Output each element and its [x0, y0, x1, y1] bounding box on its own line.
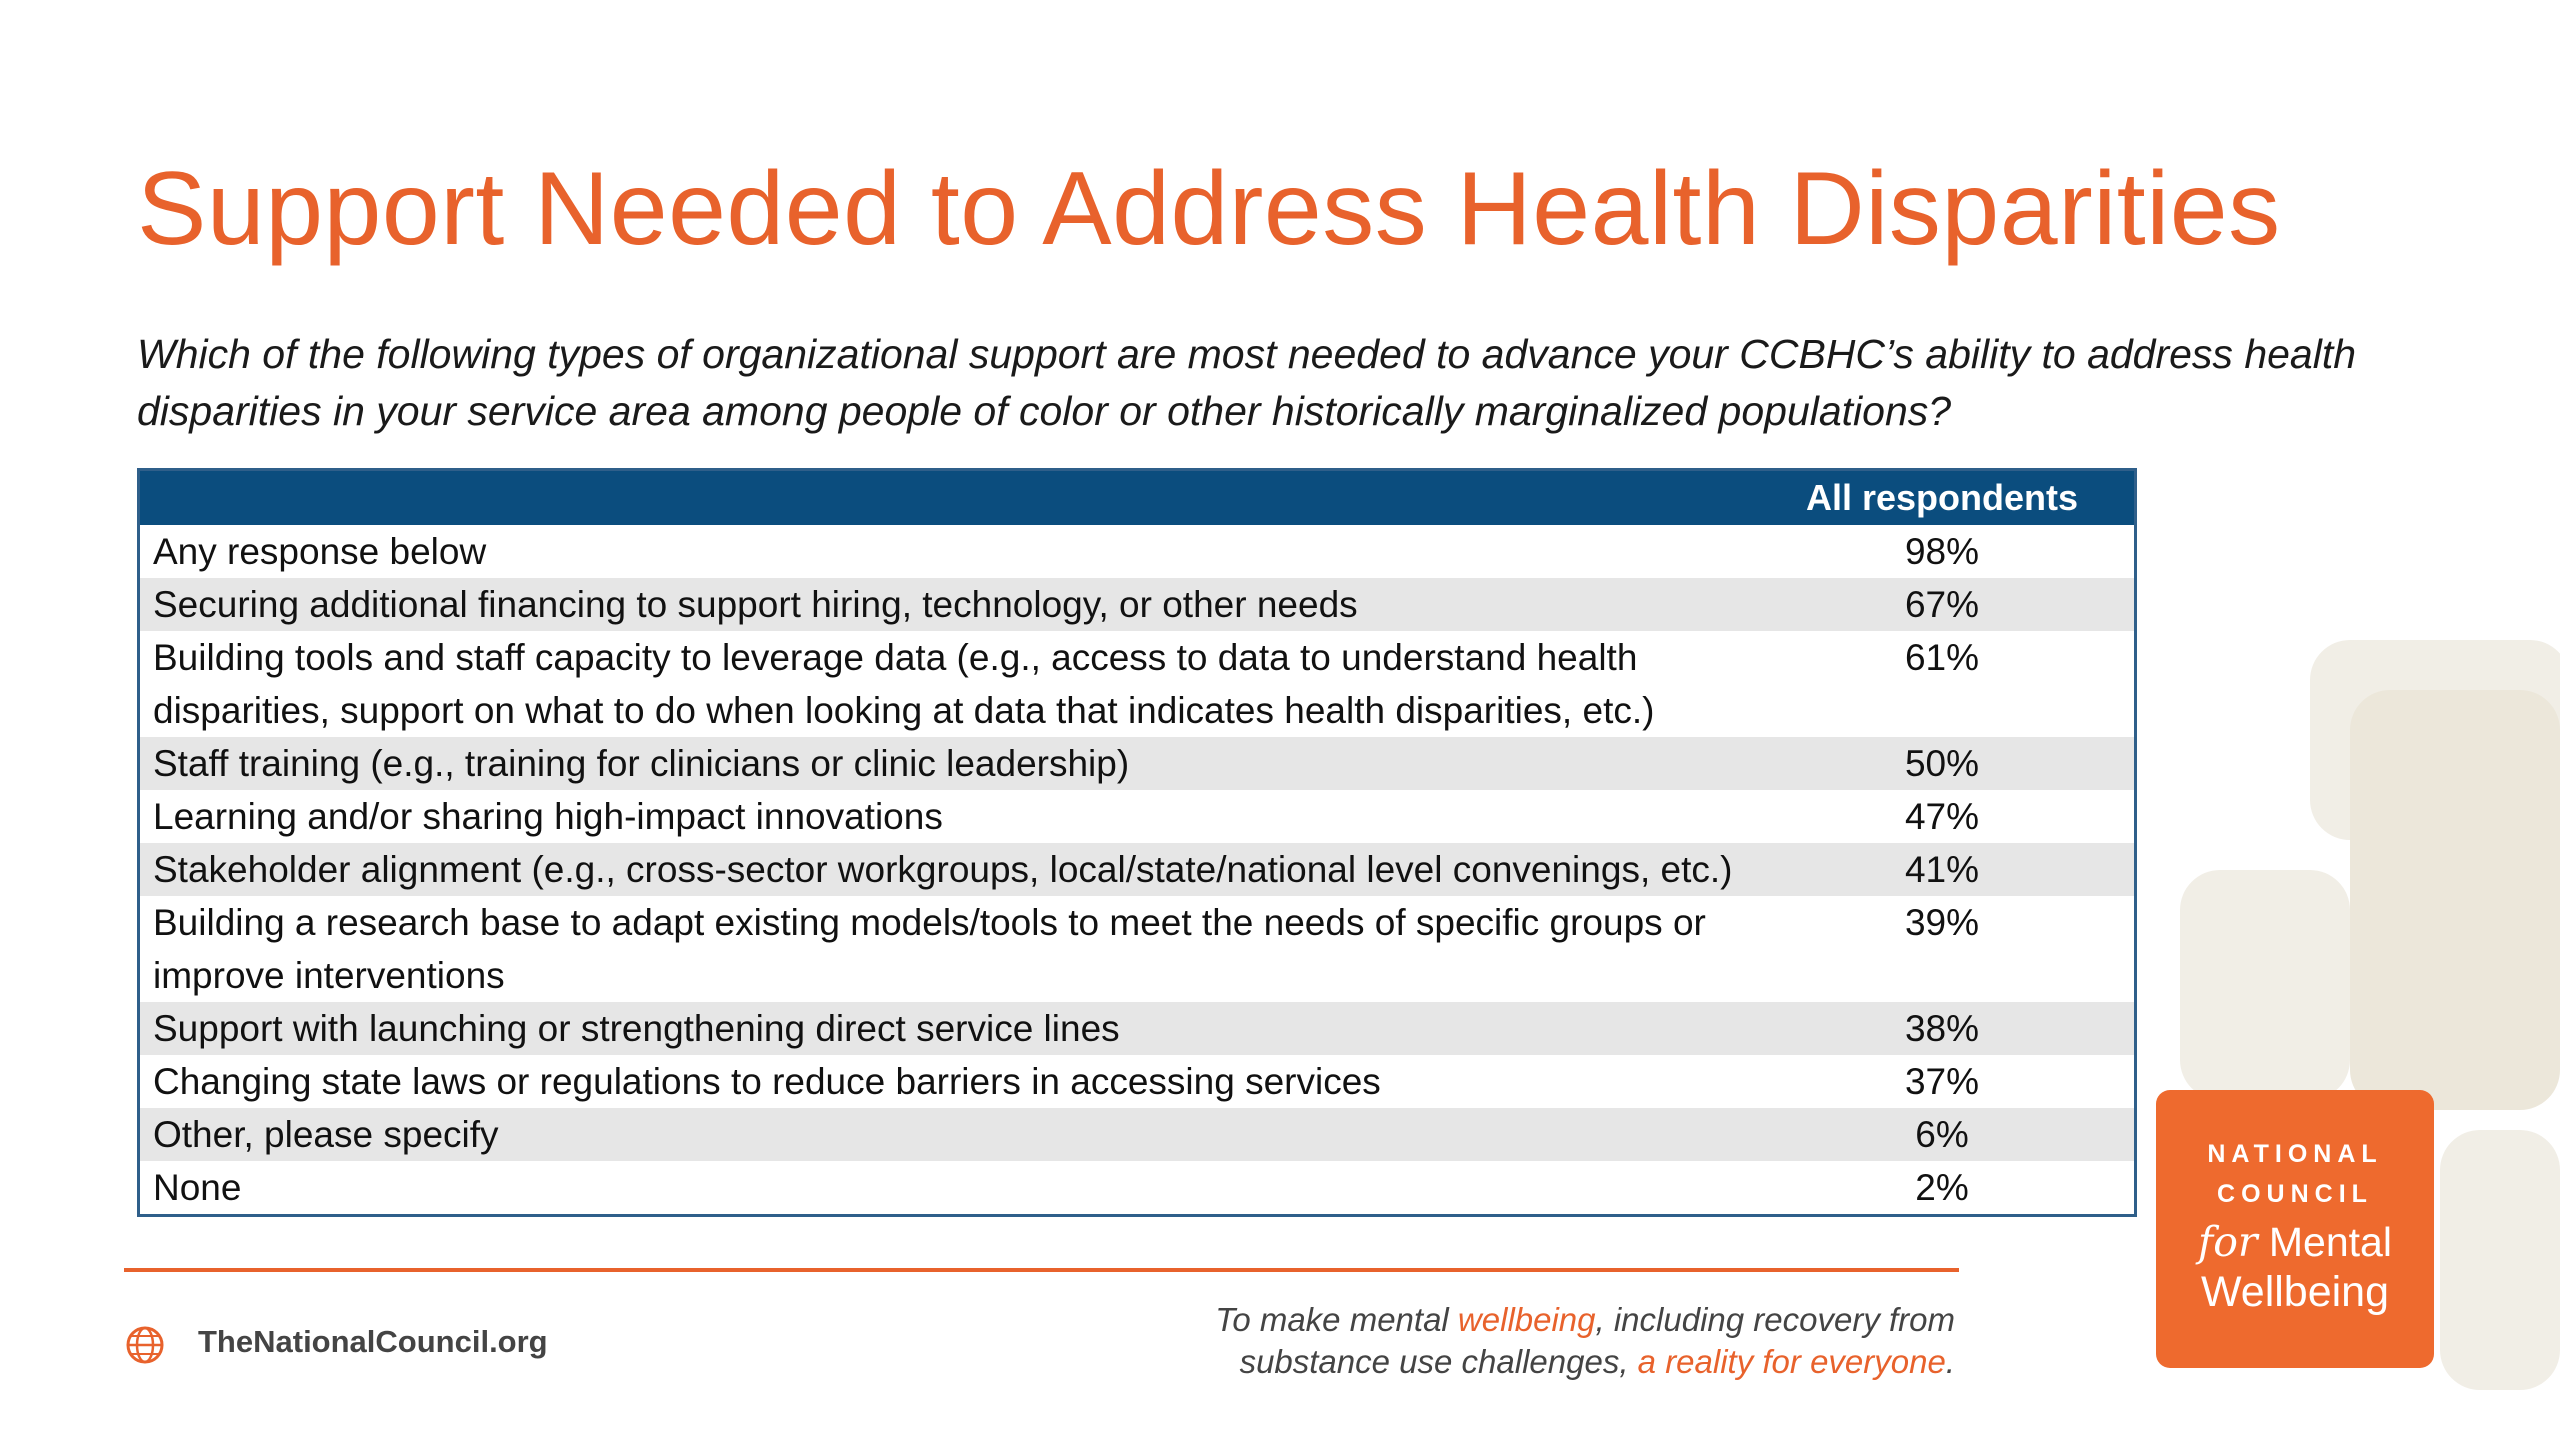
row-label: Staff training (e.g., training for clini…	[153, 743, 1130, 784]
footer-divider	[124, 1268, 1959, 1272]
page-title: Support Needed to Address Health Dispari…	[137, 151, 2281, 267]
logo-line: for Mental	[2156, 1218, 2434, 1266]
row-value: 98%	[1904, 531, 1980, 572]
row-label: Securing additional financing to support…	[153, 584, 1358, 625]
tagline: To make mental wellbeing, including reco…	[1150, 1299, 1955, 1383]
table-row: Learning and/or sharing high-impact inno…	[140, 790, 2134, 843]
tagline-text: , including recovery from substance use …	[1239, 1301, 1955, 1380]
table-row: Staff training (e.g., training for clini…	[140, 737, 2134, 790]
row-label: None	[153, 1167, 242, 1208]
table-row: Building tools and staff capacity to lev…	[140, 631, 2134, 737]
row-label: Support with launching or strengthening …	[153, 1008, 1120, 1049]
logo-for: for	[2198, 1218, 2258, 1266]
table-body: Any response below 98% Securing additional…	[140, 525, 2134, 1214]
table-row: Securing additional financing to support…	[140, 578, 2134, 631]
table-row: None 2%	[140, 1161, 2134, 1214]
row-label: Changing state laws or regulations to re…	[153, 1061, 1381, 1102]
row-label: Any response below	[153, 531, 487, 572]
website-link[interactable]: TheNationalCouncil.org	[198, 1324, 548, 1359]
tagline-highlight: a reality for everyone	[1637, 1343, 1946, 1380]
row-value: 67%	[1904, 584, 1980, 625]
row-label: Stakeholder alignment (e.g., cross-secto…	[153, 849, 1733, 890]
table-row: Any response below 98%	[140, 525, 2134, 578]
table-row: Other, please specify 6%	[140, 1108, 2134, 1161]
tagline-highlight: wellbeing	[1457, 1301, 1596, 1338]
background-decoration	[2180, 870, 2350, 1100]
row-label: Building a research base to adapt existi…	[153, 902, 1706, 996]
row-value: 2%	[1915, 1167, 1969, 1208]
table-row: Changing state laws or regulations to re…	[140, 1055, 2134, 1108]
row-value: 38%	[1904, 1008, 1980, 1049]
row-value: 37%	[1904, 1061, 1980, 1102]
logo-line: COUNCIL	[2217, 1180, 2373, 1208]
column-header: All respondents	[1805, 477, 2079, 518]
row-value: 39%	[1904, 902, 1980, 943]
tagline-text: .	[1945, 1343, 1955, 1380]
row-label: Other, please specify	[153, 1114, 499, 1155]
logo-line: Wellbeing	[2200, 1268, 2390, 1316]
results-table: All respondents Any response below 98% Sec…	[137, 468, 2137, 1217]
logo-line: NATIONAL	[2207, 1140, 2383, 1168]
table-row: Stakeholder alignment (e.g., cross-secto…	[140, 843, 2134, 896]
tagline-text: To make mental	[1215, 1301, 1458, 1338]
row-value: 61%	[1904, 637, 1980, 678]
table-row: Support with launching or strengthening …	[140, 1002, 2134, 1055]
table-row: Building a research base to adapt existi…	[140, 896, 2134, 1002]
row-label: Building tools and staff capacity to lev…	[153, 637, 1655, 731]
survey-question: Which of the following types of organiza…	[137, 331, 2357, 434]
row-value: 47%	[1904, 796, 1980, 837]
globe-icon	[126, 1326, 164, 1364]
row-value: 6%	[1915, 1114, 1969, 1155]
background-decoration	[2350, 690, 2560, 1110]
logo-mental: Mental	[2257, 1219, 2392, 1265]
row-value: 50%	[1904, 743, 1980, 784]
row-value: 41%	[1904, 849, 1980, 890]
row-label: Learning and/or sharing high-impact inno…	[153, 796, 943, 837]
national-council-logo: NATIONAL COUNCIL for Mental Wellbeing	[2156, 1090, 2434, 1368]
table-header: All respondents	[140, 471, 2134, 525]
background-decoration	[2440, 1130, 2560, 1390]
